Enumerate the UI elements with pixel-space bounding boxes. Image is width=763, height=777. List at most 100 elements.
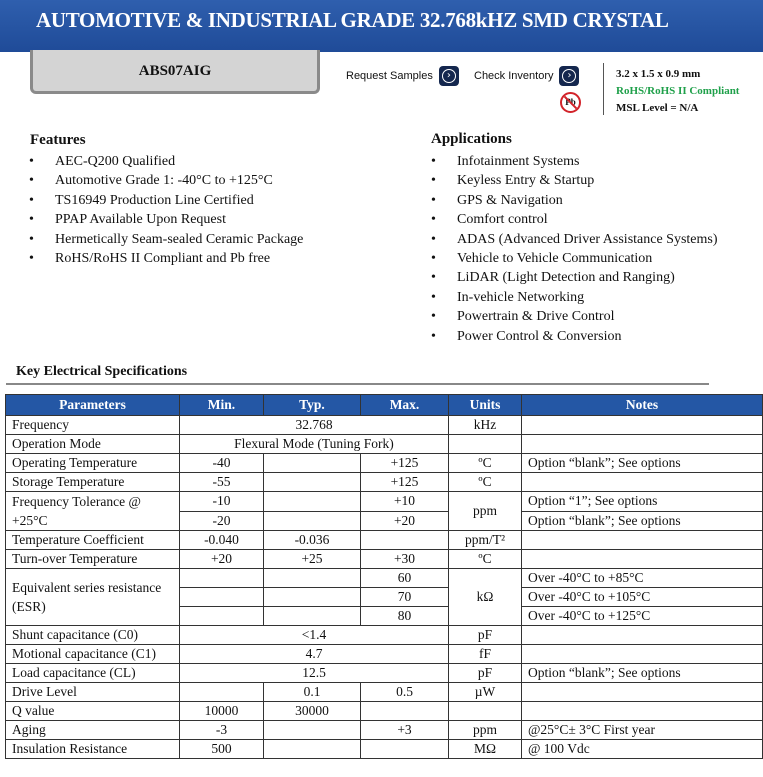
table-row: Temperature Coefficient -0.040 -0.036 ppm/T… (5, 530, 763, 550)
header-cell: Typ. (263, 394, 361, 416)
cell: Storage Temperature (5, 472, 180, 492)
table-row: Aging -3 +3 ppm @25°C± 3°C First year (5, 720, 763, 740)
cell (263, 453, 361, 473)
list-item: Infotainment Systems (457, 152, 718, 171)
specs-heading: Key Electrical Specifications (16, 364, 188, 379)
cell: +125 (360, 453, 449, 473)
applications-heading: Applications (431, 131, 512, 147)
cell: 30000 (263, 701, 361, 721)
cell: kΩ (448, 568, 522, 626)
cell: Over -40°C to +125°C (521, 606, 763, 626)
cell (360, 701, 449, 721)
header-cell: Min. (179, 394, 264, 416)
list-item: Comfort control (457, 210, 718, 229)
list-item: AEC-Q200 Qualified (55, 152, 303, 171)
cell: +10 (360, 491, 449, 512)
cell (448, 701, 522, 721)
cell (521, 472, 763, 492)
package-specs: 3.2 x 1.5 x 0.9 mm RoHS/RoHS II Complian… (616, 66, 739, 117)
cell: -0.036 (263, 530, 361, 550)
list-item: GPS & Navigation (457, 191, 718, 210)
divider (603, 63, 604, 115)
rohs-compliance: RoHS/RoHS II Compliant (616, 85, 740, 97)
chevron-right-icon[interactable]: › (438, 66, 459, 86)
cell: ºC (448, 549, 522, 569)
cell: 60 (360, 568, 449, 588)
cell (448, 434, 522, 454)
cell: kHz (448, 415, 522, 435)
cell (179, 606, 264, 626)
chevron-right-icon[interactable]: › (559, 66, 580, 86)
applications-list: Infotainment Systems Keyless Entry & Sta… (457, 152, 718, 346)
table-row: Frequency Tolerance @ +25°C -10 +10 ppm Opti… (5, 491, 763, 531)
cell: Operating Temperature (5, 453, 180, 473)
title-banner: AUTOMOTIVE & INDUSTRIAL GRADE 32.768kHZ … (0, 0, 763, 52)
cell: +20 (179, 549, 264, 569)
cell: 80 (360, 606, 449, 626)
cell (521, 530, 763, 550)
cell: <1.4 (179, 625, 449, 645)
cell: Option “blank”; See options (521, 663, 763, 683)
cell: 500 (179, 739, 264, 759)
table-row: Shunt capacitance (C0) <1.4 pF (5, 625, 763, 645)
cell: Operation Mode (5, 434, 180, 454)
cell (521, 682, 763, 702)
table-row: Turn-over Temperature +20 +25 +30 ºC (5, 549, 763, 569)
table-header: Parameters Min. Typ. Max. Units Notes (5, 394, 763, 416)
cell: -3 (179, 720, 264, 740)
table-row: 80 Over -40°C to +125°C (6, 606, 763, 626)
cell: @25°C± 3°C First year (521, 720, 763, 740)
list-item: Powertrain & Drive Control (457, 307, 718, 326)
cell: Shunt capacitance (C0) (5, 625, 180, 645)
list-item: Power Control & Conversion (457, 327, 718, 346)
cell: pF (448, 625, 522, 645)
cell: Q value (5, 701, 180, 721)
cell (521, 434, 763, 454)
list-item: RoHS/RoHS II Compliant and Pb free (55, 249, 303, 268)
cell: +3 (360, 720, 449, 740)
list-item: Vehicle to Vehicle Communication (457, 249, 718, 268)
cell: ppm (448, 720, 522, 740)
cell (521, 701, 763, 721)
cell: pF (448, 663, 522, 683)
cell: +30 (360, 549, 449, 569)
table-row: -20 +20 Option “blank”; See options (6, 510, 763, 531)
cell (263, 587, 361, 607)
table-row: Frequency 32.768 kHz (5, 415, 763, 435)
cell: 0.5 (360, 682, 449, 702)
cell: +20 (360, 510, 449, 531)
table-row: Operation Mode Flexural Mode (Tuning Fork… (5, 434, 763, 454)
cell: Motional capacitance (C1) (5, 644, 180, 664)
cell: -40 (179, 453, 264, 473)
table-row: Equivalent series resistance (ESR) 60 kΩ Ov… (5, 568, 763, 626)
cell (521, 549, 763, 569)
table-row: Load capacitance (CL) 12.5 pF Option “blank… (5, 663, 763, 683)
cell: Frequency Tolerance @ +25°C (5, 491, 180, 531)
cell: 4.7 (179, 644, 449, 664)
specs-table: Parameters Min. Typ. Max. Units Notes Frequen… (5, 394, 763, 759)
cell (179, 568, 264, 588)
features-list: AEC-Q200 Qualified Automotive Grade 1: -… (55, 152, 303, 268)
cell: Aging (5, 720, 180, 740)
cell: 32.768 (179, 415, 449, 435)
cell (360, 530, 449, 550)
cell: ºC (448, 472, 522, 492)
cell: ppm/T² (448, 530, 522, 550)
table-row: Drive Level 0.1 0.5 µW (5, 682, 763, 702)
header-cell: Units (448, 394, 522, 416)
table-row: Storage Temperature -55 +125 ºC (5, 472, 763, 492)
msl-level: MSL Level = N/A (616, 102, 699, 114)
header-cell: Notes (521, 394, 763, 416)
cell: Equivalent series resistance (ESR) (5, 568, 180, 626)
cell: @ 100 Vdc (521, 739, 763, 759)
cell: Option “blank”; See options (521, 510, 763, 531)
cell: -10 (179, 491, 264, 512)
cell: Flexural Mode (Tuning Fork) (179, 434, 449, 454)
table-row: Operating Temperature -40 +125 ºC Option “bl… (5, 453, 763, 473)
cell: Insulation Resistance (5, 739, 180, 759)
cell: -0.040 (179, 530, 264, 550)
cell: +125 (360, 472, 449, 492)
cell (179, 682, 264, 702)
request-samples-link[interactable]: Request Samples › (346, 66, 459, 86)
check-inventory-link[interactable]: Check Inventory › (474, 66, 580, 86)
